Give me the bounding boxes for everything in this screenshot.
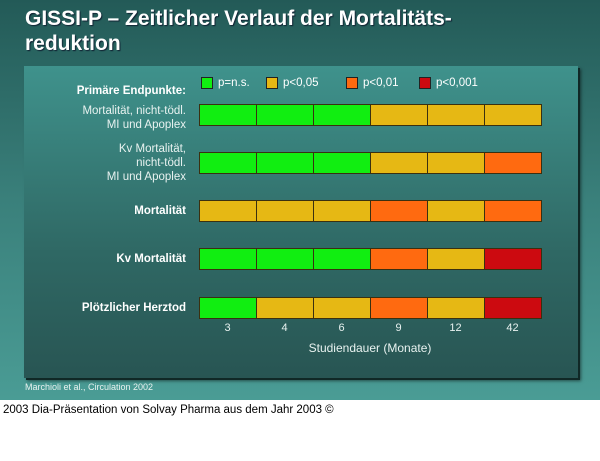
- x-tick-label: 6: [338, 322, 345, 334]
- heatmap-cell: [313, 152, 371, 174]
- row-label-line: nicht-tödl.: [136, 157, 186, 169]
- heatmap-cell: [199, 152, 257, 174]
- row-label-line: MI und Apoplex: [106, 171, 186, 183]
- heatmap-cell: [313, 104, 371, 126]
- heatmap-cell: [484, 152, 542, 174]
- slide: GISSI-P – Zeitlicher Verlauf der Mortali…: [0, 0, 600, 400]
- x-tick-label: 4: [281, 322, 288, 334]
- row-label: Mortalität: [134, 204, 186, 218]
- heatmap-cell: [256, 152, 314, 174]
- x-tick-label: 42: [506, 322, 519, 334]
- heatmap-cell: [427, 248, 485, 270]
- row-header-text: Primäre Endpunkte:: [76, 85, 186, 97]
- legend-swatch: [201, 77, 213, 89]
- heatmap-cell: [256, 297, 314, 319]
- legend-item: p<0,01: [346, 77, 399, 89]
- heatmap-cell: [370, 248, 428, 270]
- row-label-line: Kv Mortalität,: [118, 143, 186, 155]
- heatmap-cell: [484, 200, 542, 222]
- legend-label: p=n.s.: [218, 77, 250, 89]
- row-label-line: MI und Apoplex: [106, 119, 186, 131]
- legend-label: p<0,001: [436, 77, 478, 89]
- legend-label: p<0,01: [363, 77, 399, 89]
- legend-swatch: [266, 77, 278, 89]
- heatmap-cell: [199, 248, 257, 270]
- heatmap-cell: [256, 104, 314, 126]
- row-label: Kv Mortalität, nicht-tödl. MI und Apoplex: [107, 142, 186, 184]
- row-label: Kv Mortalität: [116, 252, 186, 266]
- heatmap-cell: [427, 297, 485, 319]
- legend-swatch: [346, 77, 358, 89]
- legend-swatch: [419, 77, 431, 89]
- caption: 2003 Dia-Präsentation von Solvay Pharma …: [3, 404, 334, 416]
- heatmap-cell: [427, 104, 485, 126]
- heatmap-cell: [484, 104, 542, 126]
- legend-label: p<0,05: [283, 77, 319, 89]
- title-line-2: reduktion: [25, 32, 121, 55]
- heatmap-cell: [484, 248, 542, 270]
- row-label-line: Mortalität, nicht-tödl.: [82, 105, 186, 117]
- heatmap-cell: [313, 248, 371, 270]
- row-header: Primäre Endpunkte:: [77, 84, 186, 98]
- heatmap-cell: [313, 200, 371, 222]
- heatmap-cell: [484, 297, 542, 319]
- heatmap-cell: [199, 104, 257, 126]
- title-line-1: GISSI-P – Zeitlicher Verlauf der Mortali…: [25, 7, 452, 30]
- heatmap-cell: [256, 248, 314, 270]
- x-tick-label: 9: [395, 322, 402, 334]
- row-label-line: Kv Mortalität: [116, 253, 186, 265]
- row-label-line: Plötzlicher Herztod: [81, 302, 186, 314]
- legend-item: p<0,05: [266, 77, 319, 89]
- x-tick-label: 12: [449, 322, 462, 334]
- row-label: Plötzlicher Herztod: [82, 301, 186, 315]
- row-label-line: Mortalität: [134, 205, 186, 217]
- heatmap-cell: [313, 297, 371, 319]
- source-citation: Marchioli et al., Circulation 2002: [25, 382, 154, 392]
- heatmap-cell: [370, 152, 428, 174]
- legend-item: p<0,001: [419, 77, 478, 89]
- heatmap-cell: [199, 200, 257, 222]
- heatmap-cell: [256, 200, 314, 222]
- x-axis-label: Studiendauer (Monate): [308, 341, 432, 355]
- heatmap-cell: [199, 297, 257, 319]
- heatmap-cell: [370, 104, 428, 126]
- row-label: Mortalität, nicht-tödl. MI und Apoplex: [82, 104, 186, 132]
- slide-title: GISSI-P – Zeitlicher Verlauf der Mortali…: [25, 6, 452, 56]
- heatmap-cell: [427, 200, 485, 222]
- legend-item: p=n.s.: [201, 77, 250, 89]
- x-tick-label: 3: [224, 322, 231, 334]
- heatmap-cell: [370, 200, 428, 222]
- heatmap-cell: [427, 152, 485, 174]
- heatmap-cell: [370, 297, 428, 319]
